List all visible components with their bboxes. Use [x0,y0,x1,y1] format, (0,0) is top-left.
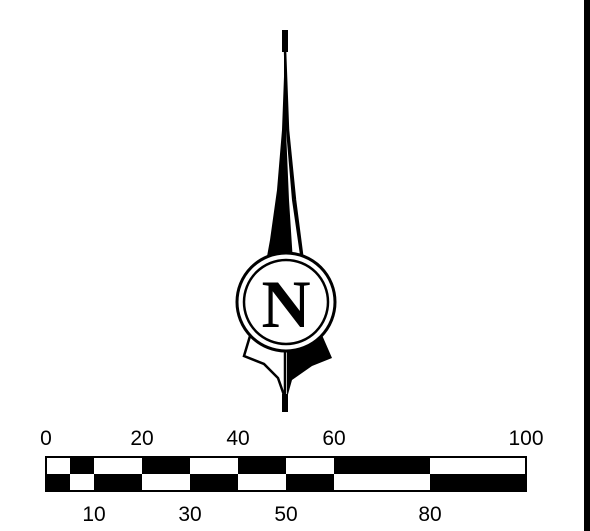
scale-bottom-segment-4 [190,474,238,491]
rose-inner-ring [242,258,330,346]
scale-top-segment-8 [430,457,526,474]
scale-top-label-20: 20 [130,427,153,450]
scale-top-label-0: 0 [40,427,52,450]
scale-top-segment-0 [46,457,70,474]
scale-top-segment-1 [70,457,94,474]
scale-bottom-segment-8 [430,474,526,491]
north-arrow: N [235,30,337,412]
scale-bottom-segment-2 [94,474,142,491]
frame-border [584,0,590,531]
scale-top-segment-2 [94,457,142,474]
scale-top-segment-4 [190,457,238,474]
scale-bar-bottom-row [46,474,526,491]
scale-top-label-100: 100 [508,427,543,450]
scale-bottom-segment-1 [70,474,94,491]
scale-bottom-label-10: 10 [82,503,105,526]
needle-bottom [282,394,288,412]
scale-bottom-segment-5 [238,474,286,491]
scale-top-segment-7 [334,457,430,474]
north-letter: N [261,266,310,342]
scale-top-segment-5 [238,457,286,474]
scale-labels-bottom: 10 30 50 80 [82,503,441,526]
scale-bottom-segment-7 [334,474,430,491]
needle-top [282,30,288,52]
scale-bottom-segment-3 [142,474,190,491]
scale-labels-top: 0 20 40 60 100 [40,427,543,450]
scale-top-segment-3 [142,457,190,474]
scale-bottom-label-80: 80 [418,503,441,526]
spire-edge [283,49,305,263]
scale-top-label-40: 40 [226,427,249,450]
scale-top-segment-6 [286,457,334,474]
scale-bar-outline [45,456,527,492]
scale-top-label-60: 60 [322,427,345,450]
scale-bar: 0 20 40 60 100 10 30 50 80 [40,427,543,526]
scale-bottom-label-50: 50 [274,503,297,526]
scale-bottom-label-30: 30 [178,503,201,526]
scale-bottom-segment-0 [46,474,70,491]
scale-bar-top-row [46,457,526,474]
scale-bottom-segment-6 [286,474,334,491]
